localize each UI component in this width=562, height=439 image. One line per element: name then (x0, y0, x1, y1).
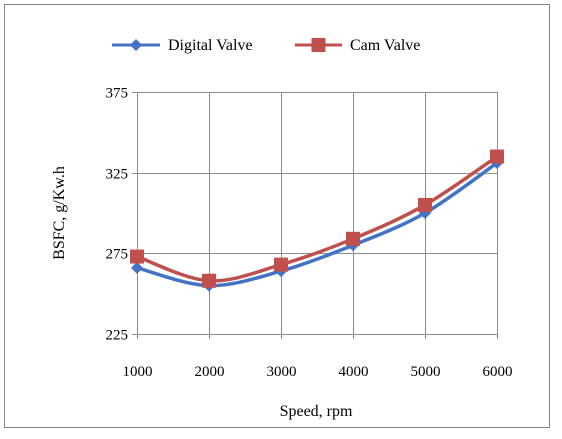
legend: Digital Valve Cam Valve (112, 37, 420, 54)
x-tick-label: 2000 (195, 364, 225, 380)
legend-item-digital-valve: Digital Valve (112, 37, 253, 54)
data-point-cam-valve (346, 231, 360, 246)
data-point-cam-valve (274, 257, 288, 272)
y-tick-label: 325 (106, 167, 129, 183)
x-tick-label: 6000 (483, 364, 513, 380)
legend-marker-cam-valve (311, 38, 326, 52)
series-cam-valve (130, 149, 504, 288)
y-tick-label: 275 (106, 247, 129, 263)
x-tick-label: 5000 (411, 364, 441, 380)
x-tick-label: 3000 (267, 364, 297, 380)
y-tick-label: 375 (106, 86, 129, 102)
x-tick-label: 4000 (339, 364, 369, 380)
chart-frame (4, 4, 550, 428)
data-point-cam-valve (130, 249, 144, 264)
data-point-cam-valve (202, 273, 216, 288)
series (130, 149, 504, 292)
legend-marker-digital-valve (130, 39, 142, 51)
x-tick-label: 1000 (123, 364, 153, 380)
legend-item-cam-valve: Cam Valve (295, 37, 420, 54)
x-axis-title: Speed, rpm (280, 403, 353, 420)
data-point-digital-valve (131, 261, 143, 274)
y-tick-label: 225 (106, 328, 129, 344)
legend-label-digital-valve: Digital Valve (168, 37, 253, 54)
data-point-cam-valve (490, 149, 504, 164)
y-axis-title: BSFC, g/Kw.h (51, 166, 68, 260)
legend-label-cam-valve: Cam Valve (350, 37, 420, 54)
axes: 225 275 325 375 1000 2000 3000 4000 5000 6000 (106, 86, 513, 381)
data-point-cam-valve (418, 197, 432, 212)
